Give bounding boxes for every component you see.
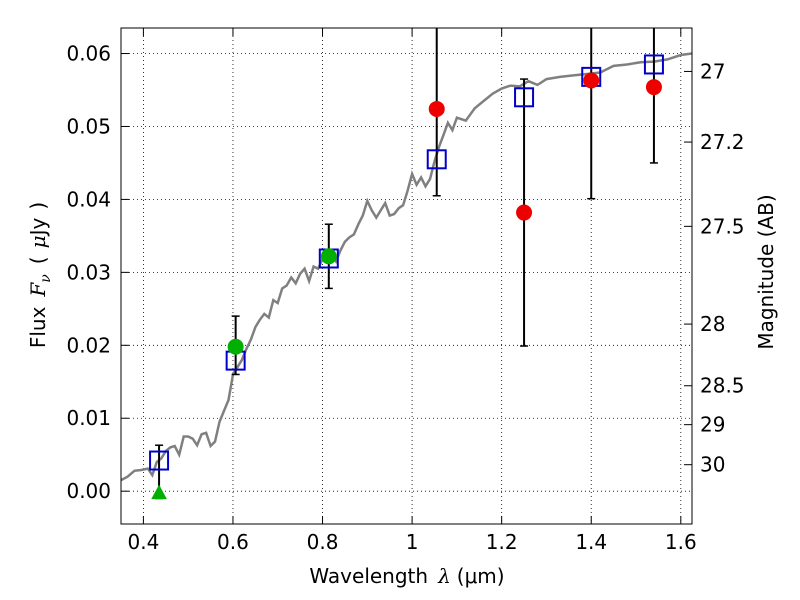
y-tick-label: 0.02 — [66, 333, 111, 357]
x-tick-label: 0.6 — [217, 530, 249, 554]
y-axis-symbol: F — [26, 282, 50, 298]
y-tick-label: 0.05 — [66, 114, 111, 138]
y2-tick-label: 27.5 — [700, 214, 745, 238]
upper-limit-marker — [151, 484, 167, 500]
y2-axis-label: Magnitude (AB) — [754, 194, 778, 349]
model-photometry-marker — [426, 149, 447, 170]
grid — [121, 28, 692, 524]
y-axis-unit-close: ) — [26, 202, 50, 210]
x-tick-label: 1.4 — [575, 530, 607, 554]
nondetection-marker — [583, 72, 600, 89]
y-axis-label-text: Flux — [26, 306, 50, 348]
y2-tick-label: 30 — [700, 453, 725, 477]
y-tick-label: 0.06 — [66, 42, 111, 66]
x-axis-symbol: λ — [437, 564, 451, 588]
model-spectrum-line — [121, 52, 692, 482]
nondetection-marker — [516, 204, 533, 221]
x-tick-label: 0.4 — [127, 530, 159, 554]
detection-marker — [227, 338, 244, 355]
x-tick-label: 0.8 — [307, 530, 339, 554]
detection-marker — [320, 248, 337, 265]
markers — [149, 54, 664, 500]
model-spectrum-group — [121, 52, 692, 482]
model-photometry-marker — [514, 87, 535, 108]
x-tick-label: 1.2 — [486, 530, 518, 554]
y2-tick-label: 27 — [700, 59, 725, 83]
y-tick-label: 0.03 — [66, 260, 111, 284]
nondetection-marker — [428, 100, 445, 117]
y-axis-unit-open: ( — [26, 256, 50, 264]
y2-tick-label: 27.2 — [700, 130, 745, 154]
axis-ticks — [121, 28, 692, 524]
x-axis-label-text: Wavelength — [309, 564, 428, 588]
y-axis-unit-mu: μ — [26, 235, 50, 248]
y2-tick-label: 28.5 — [700, 374, 745, 398]
y-tick-label: 0.01 — [66, 406, 111, 430]
plot-frame — [120, 27, 693, 525]
x-tick-label: 1.6 — [665, 530, 697, 554]
y-axis-subscript: ν — [38, 274, 54, 283]
y2-tick-label: 28 — [700, 312, 725, 336]
model-photometry-marker — [149, 450, 170, 471]
model-photometry-marker — [643, 54, 664, 75]
y-tick-label: 0.00 — [66, 479, 111, 503]
x-axis-label: Wavelength λ (μm) — [309, 564, 504, 588]
x-axis-unit: (μm) — [457, 564, 505, 588]
y2-tick-label: 29 — [700, 413, 725, 437]
y-axis-label: Flux Fν ( μJy) — [26, 202, 54, 348]
x-tick-label: 1 — [406, 530, 419, 554]
y-tick-label: 0.04 — [66, 187, 111, 211]
nondetection-marker — [645, 79, 662, 96]
y-axis-unit-rest: Jy — [26, 217, 50, 237]
